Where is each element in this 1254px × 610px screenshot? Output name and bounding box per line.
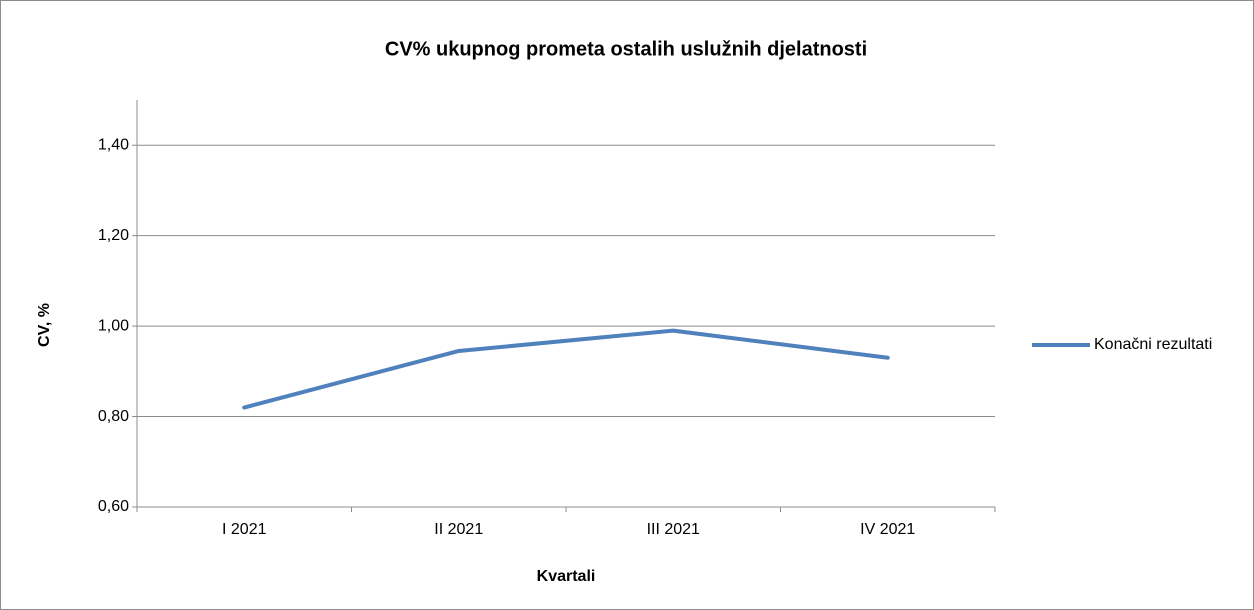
x-tick-label: III 2021: [647, 521, 700, 538]
y-tick-label: 0,60: [98, 498, 129, 515]
legend-label: Konačni rezultati: [1094, 336, 1212, 353]
chart-title: CV% ukupnog prometa ostalih uslužnih dje…: [385, 38, 867, 60]
x-tick-label: I 2021: [222, 521, 267, 538]
y-tick-label: 1,00: [98, 317, 129, 334]
y-tick-label: 0,80: [98, 408, 129, 425]
x-tick-label: II 2021: [434, 521, 483, 538]
y-tick-label: 1,40: [98, 136, 129, 153]
y-tick-label: 1,20: [98, 227, 129, 244]
y-axis-label: CV, %: [36, 303, 53, 347]
x-axis-label: Kvartali: [537, 568, 596, 585]
x-tick-label: IV 2021: [860, 521, 915, 538]
data-line: [242, 328, 890, 410]
